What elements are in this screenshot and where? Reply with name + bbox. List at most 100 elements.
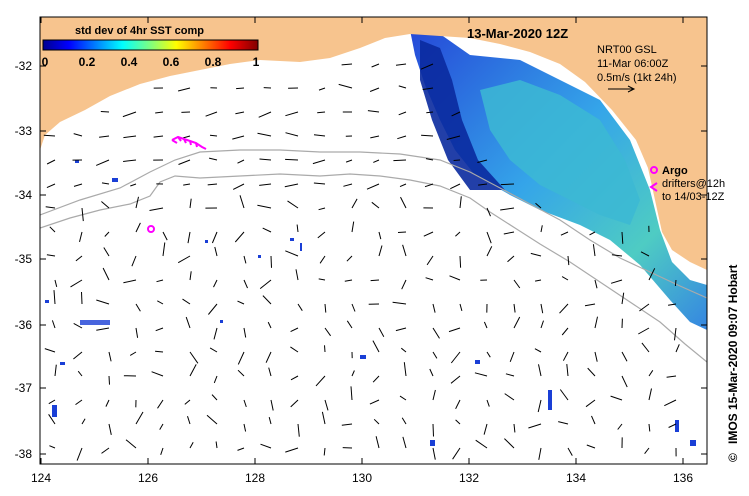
lat-label: -35 — [15, 252, 33, 266]
current-vector — [621, 292, 625, 305]
current-vector — [513, 423, 516, 433]
current-vector — [562, 351, 569, 361]
current-vector — [215, 441, 218, 449]
current-vector — [403, 362, 407, 377]
current-vector — [371, 201, 380, 209]
current-vector — [182, 135, 191, 139]
current-vector — [177, 255, 191, 264]
current-vector — [129, 351, 137, 356]
current-vector — [395, 63, 407, 66]
current-vector — [257, 132, 272, 137]
current-vector — [475, 439, 488, 449]
drifter-track — [171, 135, 207, 150]
current-vector — [367, 110, 380, 113]
current-vector — [450, 183, 461, 190]
current-vector — [243, 423, 247, 432]
current-vector — [617, 423, 623, 430]
current-vector — [153, 135, 164, 138]
current-vector — [75, 399, 83, 406]
current-vector — [426, 111, 434, 114]
current-vector — [534, 348, 542, 353]
current-vector — [284, 183, 299, 188]
current-vector — [70, 279, 83, 288]
current-vector — [48, 399, 56, 405]
current-vector — [208, 157, 218, 161]
current-vector — [432, 351, 438, 359]
current-vector — [262, 227, 272, 233]
current-vector — [648, 388, 652, 401]
current-vector — [211, 394, 218, 401]
current-vector — [474, 372, 488, 377]
current-vector — [402, 244, 407, 257]
current-vector — [589, 231, 596, 236]
current-vector — [108, 351, 112, 362]
lon-label: 126 — [138, 471, 158, 485]
current-vector — [375, 436, 380, 449]
current-vector — [183, 183, 191, 186]
current-vector — [535, 202, 542, 209]
current-vector — [538, 364, 542, 377]
current-vector — [432, 389, 436, 401]
current-vector — [530, 252, 542, 257]
lat-label: -32 — [15, 59, 33, 73]
current-vector — [46, 254, 56, 257]
current-vector — [459, 255, 462, 268]
current-vector — [157, 300, 164, 305]
current-vector — [290, 375, 299, 381]
current-vector — [189, 364, 197, 377]
current-vector — [369, 87, 380, 92]
current-vector — [449, 275, 461, 281]
current-vector — [640, 251, 650, 257]
current-vector — [318, 278, 326, 281]
current-vector — [73, 183, 83, 187]
current-vector — [77, 370, 83, 377]
current-vector — [638, 327, 650, 335]
current-vector — [135, 327, 139, 338]
current-vector — [370, 279, 380, 282]
current-vector — [177, 87, 191, 92]
current-vector — [135, 222, 141, 233]
current-vector — [560, 231, 569, 236]
current-vector — [420, 63, 434, 70]
current-vector — [559, 303, 569, 314]
current-vector — [189, 441, 194, 449]
current-vector — [503, 231, 515, 235]
current-vector — [450, 375, 461, 384]
current-vector — [189, 271, 192, 281]
drifter-legend-line: drifters@12h — [662, 178, 725, 190]
current-vector — [432, 447, 436, 460]
current-vector — [287, 200, 299, 209]
lat-label: -36 — [15, 318, 33, 332]
current-vector — [429, 368, 434, 377]
current-vector — [123, 159, 137, 162]
current-vector — [297, 303, 303, 311]
current-vector — [561, 276, 569, 281]
current-vector — [232, 183, 245, 190]
current-vector — [478, 183, 488, 186]
shelf-contour-shallow — [40, 149, 707, 299]
current-vector — [96, 299, 110, 305]
current-vector — [103, 247, 110, 257]
source-info-line: 11-Mar 06:00Z — [597, 58, 669, 70]
axis-ticks — [40, 17, 707, 464]
current-vector — [100, 111, 110, 113]
current-vector — [290, 346, 299, 353]
sst-data-inner — [480, 80, 640, 225]
current-vector — [208, 303, 218, 315]
colorbar-tick: 0.2 — [79, 55, 96, 69]
lat-label: -34 — [15, 188, 33, 202]
scale-arrow-icon — [608, 85, 636, 93]
current-vector — [105, 399, 110, 407]
source-info-line: 0.5m/s (1kt 24h) — [597, 72, 676, 84]
current-vector — [486, 246, 493, 257]
current-vector — [594, 351, 598, 362]
current-vector — [155, 111, 164, 114]
current-vector — [621, 351, 628, 362]
current-vector — [341, 423, 353, 426]
current-vector — [213, 279, 218, 288]
colorbar-tick: 0.8 — [205, 55, 222, 69]
current-vector — [644, 447, 650, 455]
current-vector — [101, 201, 110, 209]
argo-float-marker — [147, 225, 155, 233]
